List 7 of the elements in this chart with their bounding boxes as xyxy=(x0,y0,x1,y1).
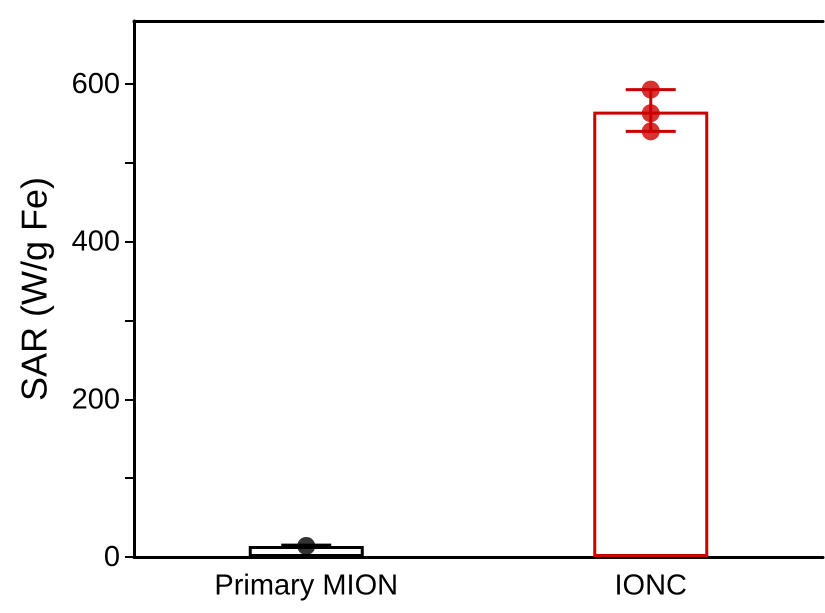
y-tick-label: 200 xyxy=(72,383,120,416)
y-tick-label: 400 xyxy=(72,226,120,258)
y-axis-title: SAR (W/g Fe) xyxy=(14,176,54,402)
x-tick-label: Primary MION xyxy=(214,570,398,602)
x-tick-label: IONC xyxy=(614,570,687,602)
y-tick-label: 0 xyxy=(104,541,120,573)
y-tick-label: 600 xyxy=(72,68,120,100)
